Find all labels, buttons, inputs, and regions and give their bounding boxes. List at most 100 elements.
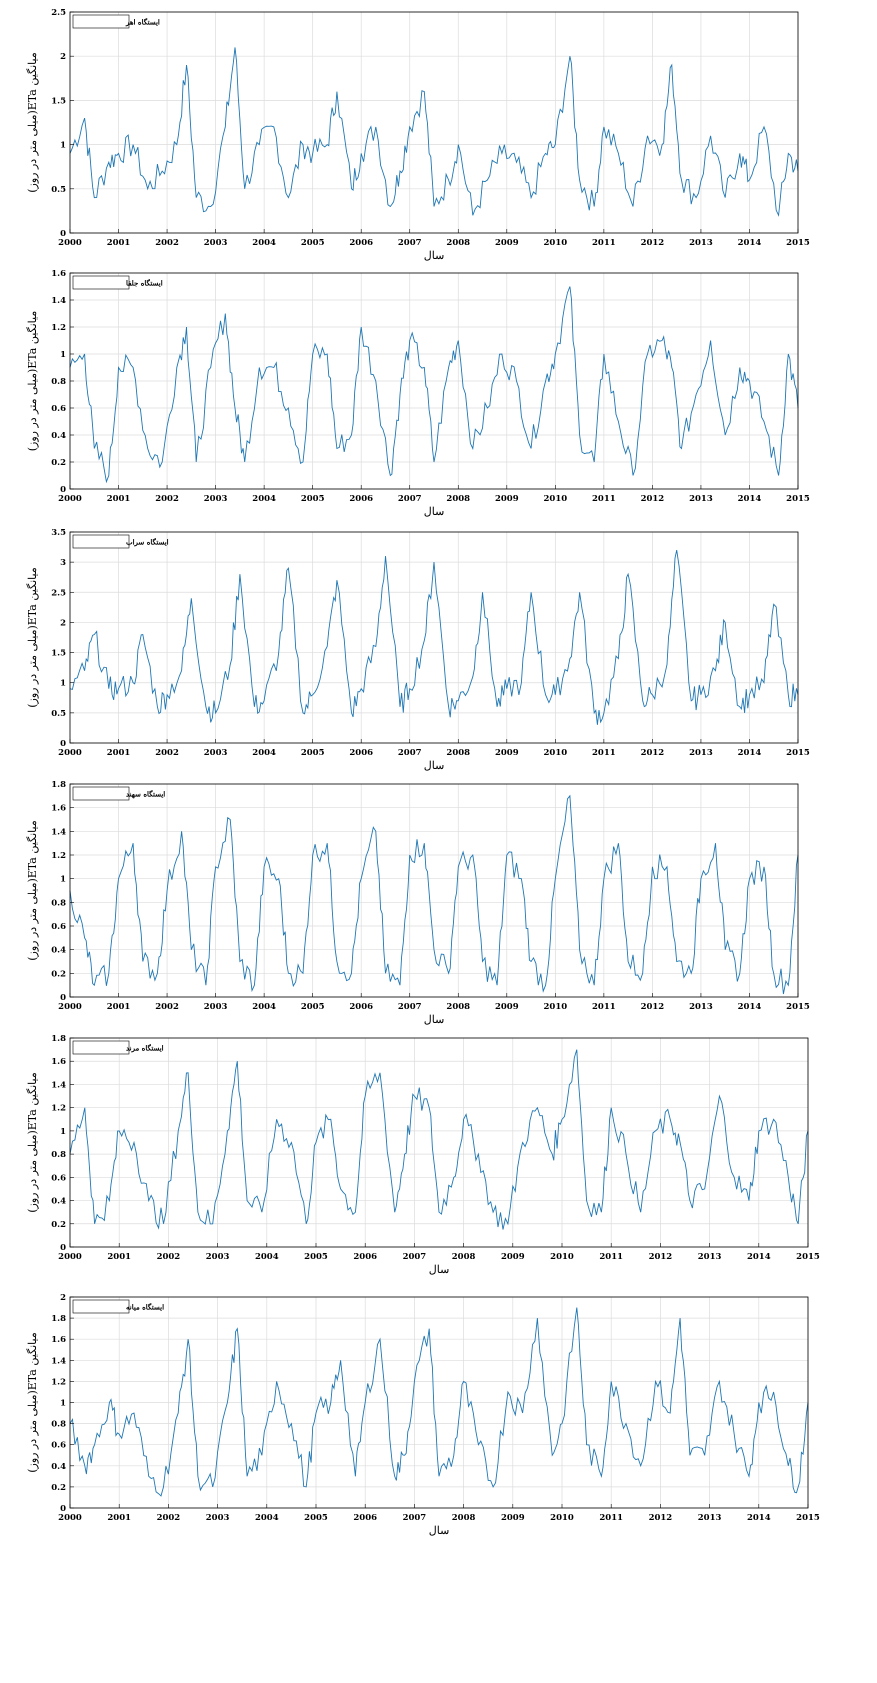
x-tick-label: 2004 <box>252 238 276 248</box>
x-tick-label: 2010 <box>543 1002 567 1012</box>
y-axis-label: میانگین ETa(میلی متر در روز) <box>26 52 39 193</box>
y-tick-label: 0.2 <box>51 969 66 979</box>
y-tick-label: 1 <box>60 1127 66 1137</box>
x-tick-label: 2009 <box>501 1252 525 1262</box>
y-tick-label: 0 <box>60 739 66 749</box>
x-tick-label: 2009 <box>495 1002 519 1012</box>
x-tick-label: 2007 <box>403 1252 427 1262</box>
x-tick-label: 2000 <box>58 1002 82 1012</box>
x-tick-label: 2006 <box>349 494 373 504</box>
x-tick-label: 2001 <box>107 1513 131 1523</box>
x-axis-label: سال <box>424 505 445 518</box>
y-axis-label: میانگین ETa(میلی متر در روز) <box>26 311 39 452</box>
x-tick-label: 2007 <box>398 494 422 504</box>
axes-box <box>69 531 799 744</box>
x-tick-label: 2002 <box>157 1513 181 1523</box>
x-tick-label: 2013 <box>689 748 713 758</box>
x-tick-label: 2002 <box>155 1002 179 1012</box>
x-tick-label: 2012 <box>641 748 665 758</box>
x-tick-label: 2012 <box>641 1002 665 1012</box>
station-legend: ایستگاه اهر <box>72 14 160 29</box>
y-tick-label: 1.4 <box>51 296 66 306</box>
y-tick-label: 1 <box>60 350 66 360</box>
x-tick-label: 2008 <box>446 1002 470 1012</box>
legend-box <box>72 14 130 29</box>
y-tick-label: 0.6 <box>51 404 66 414</box>
x-tick-label: 2004 <box>255 1252 279 1262</box>
legend-box <box>72 534 130 549</box>
x-tick-label: 2003 <box>204 748 228 758</box>
y-tick-label: 2 <box>60 1293 66 1303</box>
x-tick-label: 2005 <box>304 1513 328 1523</box>
x-tick-label: 2015 <box>796 1252 820 1262</box>
x-tick-label: 2010 <box>543 748 567 758</box>
x-tick-label: 2002 <box>155 748 179 758</box>
x-tick-label: 2004 <box>252 1002 276 1012</box>
x-tick-label: 2002 <box>155 238 179 248</box>
x-tick-label: 2013 <box>698 1513 722 1523</box>
x-tick-label: 2000 <box>58 748 82 758</box>
y-axis-label: میانگین ETa(میلی متر در روز) <box>26 1072 39 1213</box>
x-tick-label: 2014 <box>738 238 762 248</box>
x-tick-label: 2000 <box>58 1513 82 1523</box>
x-tick-label: 2002 <box>157 1252 181 1262</box>
x-tick-label: 2005 <box>301 748 325 758</box>
x-tick-label: 2005 <box>301 1002 325 1012</box>
y-tick-label: 1 <box>60 1399 66 1409</box>
legend-station-name: ایستگاه سراب <box>126 538 169 547</box>
x-tick-label: 2005 <box>301 494 325 504</box>
chart-panel-4: 2000 2001 2002 2003 2004 2005 2006 2007 2008 2009… <box>26 780 810 1026</box>
x-tick-label: 2002 <box>155 494 179 504</box>
y-tick-label: 1 <box>60 141 66 151</box>
y-tick-label: 0.8 <box>51 1150 66 1160</box>
x-tick-label: 2007 <box>398 238 422 248</box>
y-tick-label: 1.4 <box>51 1080 66 1090</box>
x-tick-label: 2001 <box>107 748 131 758</box>
y-tick-label: 1.5 <box>51 96 66 106</box>
y-tick-label: 3 <box>60 558 66 568</box>
y-tick-label: 2 <box>60 618 66 628</box>
chart-panel-5: 2000 2001 2002 2003 2004 2005 2006 2007 2008 2009… <box>26 1034 820 1276</box>
x-tick-label: 2011 <box>592 238 616 248</box>
x-tick-label: 2013 <box>689 238 713 248</box>
legend-box <box>72 275 130 290</box>
y-tick-label: 1.6 <box>51 269 66 279</box>
plot-area <box>70 12 798 233</box>
x-tick-label: 2003 <box>206 1513 230 1523</box>
x-tick-label: 2014 <box>738 1002 762 1012</box>
chart-panel-3: 2000 2001 2002 2003 2004 2005 2006 2007 2008 2009… <box>26 528 810 772</box>
x-tick-label: 2001 <box>107 238 131 248</box>
x-tick-label: 2014 <box>747 1513 771 1523</box>
x-tick-label: 2011 <box>592 1002 616 1012</box>
x-tick-label: 2015 <box>786 238 810 248</box>
x-tick-label: 2013 <box>689 1002 713 1012</box>
x-tick-label: 2003 <box>206 1252 230 1262</box>
x-axis-label: سال <box>429 1524 450 1537</box>
y-tick-label: 0.6 <box>51 1173 66 1183</box>
x-tick-label: 2013 <box>689 494 713 504</box>
x-tick-label: 2014 <box>738 494 762 504</box>
axes-box <box>69 11 799 234</box>
x-tick-label: 2014 <box>738 748 762 758</box>
y-tick-label: 1.6 <box>51 804 66 814</box>
x-tick-label: 2012 <box>649 1513 673 1523</box>
y-tick-label: 0 <box>60 993 66 1003</box>
x-tick-label: 2011 <box>599 1513 623 1523</box>
y-tick-label: 0.4 <box>51 1197 66 1207</box>
x-tick-label: 2009 <box>501 1513 525 1523</box>
y-tick-label: 0.6 <box>51 1441 66 1451</box>
x-tick-label: 2012 <box>649 1252 673 1262</box>
x-tick-label: 2011 <box>599 1252 623 1262</box>
y-tick-label: 0.5 <box>51 709 66 719</box>
x-tick-label: 2015 <box>786 1002 810 1012</box>
x-tick-label: 2013 <box>698 1252 722 1262</box>
x-tick-label: 2003 <box>204 238 228 248</box>
x-tick-label: 2006 <box>353 1252 377 1262</box>
eta-series-line <box>69 286 799 484</box>
x-tick-label: 2006 <box>353 1513 377 1523</box>
x-tick-label: 2014 <box>747 1252 771 1262</box>
x-tick-label: 2000 <box>58 1252 82 1262</box>
y-tick-label: 1.5 <box>51 649 66 659</box>
y-tick-label: 0.5 <box>51 185 66 195</box>
y-tick-label: 0.6 <box>51 922 66 932</box>
